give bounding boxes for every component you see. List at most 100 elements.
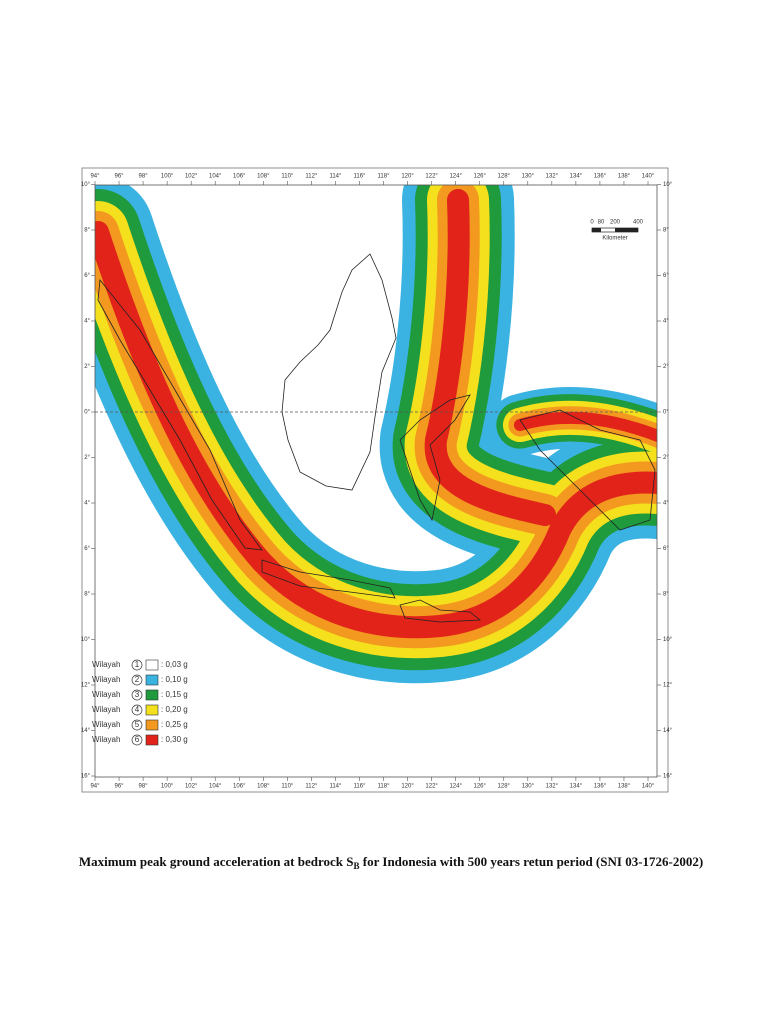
lat-label: 16° (663, 774, 673, 780)
lon-label: 122° (425, 784, 438, 790)
lat-label: 4° (84, 501, 90, 507)
legend-zone: Wilayah (92, 735, 120, 744)
lat-label: 8° (663, 228, 669, 234)
legend-number-circle (131, 659, 143, 671)
zone-band (95, 221, 657, 639)
legend-swatch (145, 674, 159, 686)
papua (519, 409, 656, 531)
lon-label: 136° (594, 784, 607, 790)
legend-swatch (145, 734, 159, 746)
lat-label: 8° (84, 228, 90, 234)
lon-label: 126° (473, 784, 486, 790)
lon-label: 130° (522, 174, 535, 180)
lon-label: 140° (642, 784, 655, 790)
caption: Maximum peak ground acceleration at bedr… (79, 854, 703, 871)
lat-label: 2° (84, 455, 90, 461)
legend-number-circle (131, 674, 143, 686)
legend-number-circle (131, 704, 143, 716)
lon-label: 120° (401, 784, 414, 790)
lon-label: 138° (618, 174, 631, 180)
lon-label: 112° (305, 174, 318, 180)
legend-number-circle (131, 689, 143, 701)
legend-label: : 0,10 g (161, 675, 188, 684)
lat-label: 2° (84, 364, 90, 370)
lon-label: 94° (90, 784, 100, 790)
scale-label: 400 (633, 220, 644, 226)
legend-zone: Wilayah (92, 690, 120, 699)
legend-number: 3 (135, 690, 140, 699)
legend-number: 5 (135, 720, 140, 729)
scale-bar-segment (592, 228, 601, 232)
lon-label: 118° (378, 784, 391, 790)
legend-zone: Wilayah (92, 675, 120, 684)
lon-label: 114° (329, 784, 342, 790)
legend-number: 4 (135, 705, 140, 714)
lon-label: 120° (401, 174, 414, 180)
lon-label: 100° (161, 174, 174, 180)
legend-swatch (145, 659, 159, 671)
legend-label: : 0,25 g (161, 720, 188, 729)
legend-zone: Wilayah (92, 720, 120, 729)
scale-bar: 0 80 200 400 Kilometer (590, 220, 643, 242)
lon-label: 134° (570, 784, 583, 790)
lon-label: 126° (473, 174, 486, 180)
legend-swatch (145, 689, 159, 701)
lon-label: 128° (498, 784, 511, 790)
legend-number: 1 (135, 660, 140, 669)
lon-label: 132° (546, 174, 559, 180)
lat-label: 10° (81, 182, 91, 188)
sulawesi (399, 394, 471, 522)
kalimantan (281, 253, 397, 491)
scale-bar-segment (615, 228, 638, 232)
lon-label: 132° (546, 784, 559, 790)
lat-label: 10° (663, 182, 673, 188)
lat-label: 14° (663, 728, 673, 734)
scale-unit: Kilometer (602, 236, 627, 242)
lon-label: 116° (353, 784, 366, 790)
lat-label: 4° (663, 319, 669, 325)
coastlines (97, 253, 656, 623)
lon-label: 98° (139, 784, 149, 790)
lon-label: 134° (570, 174, 583, 180)
nusa-tenggara (399, 599, 482, 623)
lat-label: 12° (81, 683, 91, 689)
lat-label: 0° (84, 410, 90, 416)
lon-label: 116° (353, 174, 366, 180)
lon-label: 118° (378, 174, 391, 180)
scale-label: 200 (610, 220, 621, 226)
inner-frame (94, 184, 658, 778)
lat-label: 4° (663, 501, 669, 507)
lon-label: 112° (305, 784, 318, 790)
lon-label: 136° (594, 174, 607, 180)
legend-zone: Wilayah (92, 660, 120, 669)
lat-label: 8° (84, 592, 90, 598)
legend-number-circle (131, 734, 143, 746)
caption-subscript: B (354, 861, 360, 871)
lon-label: 114° (329, 174, 342, 180)
lat-label: 6° (84, 273, 90, 279)
lon-label: 138° (618, 784, 631, 790)
lon-label: 96° (115, 174, 125, 180)
lon-label: 106° (233, 784, 246, 790)
legend-label: : 0,30 g (161, 735, 188, 744)
lat-label: 4° (84, 319, 90, 325)
scale-label: 0 (590, 220, 594, 226)
legend: Wilayah 1: 0,03 g Wilayah 2: 0,10 g Wilayah 3… (92, 659, 188, 746)
lon-label: 96° (115, 784, 125, 790)
lon-label: 108° (257, 784, 270, 790)
lat-label: 2° (663, 455, 669, 461)
java (261, 559, 396, 599)
zone-band (513, 411, 657, 443)
lon-label: 108° (257, 174, 270, 180)
lon-label: 104° (209, 174, 222, 180)
legend-label: : 0,15 g (161, 690, 188, 699)
lat-label: 14° (81, 728, 91, 734)
legend-swatch (145, 719, 159, 731)
lat-label: 6° (663, 273, 669, 279)
legend-number: 6 (135, 735, 140, 744)
lon-label: 128° (498, 174, 511, 180)
lon-label: 102° (185, 784, 198, 790)
lon-label: 106° (233, 174, 246, 180)
